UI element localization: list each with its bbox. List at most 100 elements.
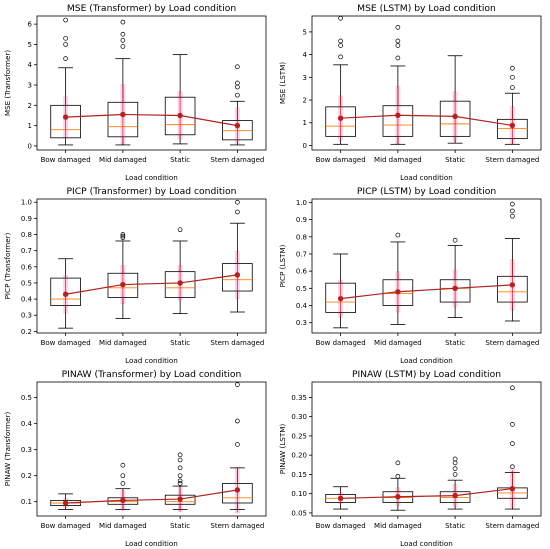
box-group [497, 65, 528, 145]
mean-point [62, 291, 69, 297]
mean-line [340, 488, 513, 499]
x-tick-label: Mid damaged [99, 339, 147, 347]
y-axis-label: PICP (Transformer) [3, 232, 12, 299]
box-group [325, 253, 356, 329]
mean-line [340, 284, 513, 300]
outlier-point [510, 85, 515, 90]
outlier-point [235, 80, 240, 86]
x-tick-label: Bow damaged [41, 522, 91, 530]
outlier-point [510, 385, 515, 391]
outlier-point [452, 466, 458, 471]
chart-title: PICP (Transformer) by Load condition [67, 186, 237, 197]
y-tick-label: 1 [28, 122, 32, 130]
mean-point [395, 494, 401, 500]
plot-frame [311, 198, 542, 334]
outlier-point [120, 44, 126, 49]
outlier-point [338, 38, 343, 44]
outlier-point [395, 43, 401, 48]
outlier-point [338, 54, 343, 60]
x-tick-label: Static [445, 156, 465, 164]
outlier-point [510, 213, 515, 219]
y-tick-label: 0.20 [291, 452, 307, 460]
y-tick-label: 0.35 [291, 394, 307, 402]
y-tick-label: 5 [28, 41, 32, 49]
y-tick-label: 0.4 [21, 420, 33, 428]
box-group [222, 382, 253, 514]
box-group [497, 201, 528, 322]
mean-point [234, 122, 241, 129]
y-tick-label: 1.0 [21, 199, 32, 207]
outlier-point [177, 481, 183, 486]
outlier-point [120, 481, 126, 486]
x-tick-label: Mid damaged [99, 156, 147, 164]
y-tick-label: 0.8 [21, 231, 32, 239]
box-group [325, 15, 356, 145]
y-tick-label: 0.4 [21, 296, 33, 304]
outlier-point [63, 56, 68, 61]
chart-svg-pinaw-transformer: PINAW (Transformer) by Load condition Loa… [3, 369, 267, 548]
outlier-point [120, 473, 126, 479]
mean-point [337, 495, 344, 501]
outlier-point [63, 42, 68, 47]
chart-panel-picp-lstm: PICP (LSTM) by Load condition Load condit… [275, 183, 550, 366]
chart-panel-mse-lstm: MSE (LSTM) by Load condition Load conditi… [275, 0, 550, 183]
outlier-point [510, 208, 515, 214]
outlier-point [120, 232, 126, 237]
chart-panel-pinaw-transformer: PINAW (Transformer) by Load condition Loa… [0, 366, 275, 549]
box-group [382, 25, 414, 145]
y-tick-label: 2 [303, 97, 307, 105]
y-tick-label: 6 [28, 21, 33, 29]
mean-point [337, 115, 344, 121]
chart-svg-pinaw-lstm: PINAW (LSTM) by Load condition Load condi… [278, 369, 542, 548]
y-tick-label: 0.30 [291, 413, 307, 421]
outlier-point [452, 237, 458, 243]
box-group [382, 232, 414, 325]
mean-line [65, 113, 238, 127]
outlier-point [177, 457, 183, 463]
mean-line [65, 274, 238, 295]
mean-point [452, 285, 458, 292]
y-tick-label: 3 [303, 74, 307, 82]
y-tick-label: 0.9 [21, 215, 32, 223]
outlier-point [235, 442, 240, 447]
y-axis-label: PINAW (LSTM) [278, 424, 287, 475]
outlier-point [395, 232, 401, 238]
y-axis-label: MSE (Transformer) [3, 50, 12, 117]
y-tick-label: 4 [303, 51, 308, 59]
x-tick-label: Mid damaged [374, 522, 422, 530]
x-tick-label: Stern damaged [210, 522, 264, 530]
mean-point [337, 295, 344, 302]
y-tick-label: 0.3 [296, 319, 307, 327]
box-group [439, 237, 471, 318]
plot-frame [36, 381, 267, 517]
box-group [50, 17, 81, 146]
box-group [164, 452, 196, 513]
y-tick-label: 0.6 [21, 263, 33, 271]
x-axis-label: Load condition [400, 173, 453, 182]
box-group [164, 54, 196, 145]
outlier-point [235, 92, 240, 98]
chart-svg-mse-transformer: MSE (Transformer) by Load condition Load … [3, 3, 267, 182]
outlier-point [235, 84, 240, 90]
mean-point [177, 112, 183, 119]
y-tick-label: 0.6 [296, 268, 308, 276]
chart-title: PINAW (LSTM) by Load condition [352, 369, 501, 380]
outlier-point [510, 65, 515, 71]
outlier-point [395, 473, 401, 479]
x-tick-label: Mid damaged [374, 156, 422, 164]
y-tick-label: 3 [28, 82, 32, 90]
x-tick-label: Bow damaged [316, 522, 366, 530]
chart-title: PINAW (Transformer) by Load condition [62, 369, 242, 380]
y-tick-label: 0 [303, 142, 307, 150]
outlier-point [120, 462, 126, 468]
mean-point [177, 280, 183, 286]
box-group [439, 55, 471, 144]
chart-title: PICP (LSTM) by Load condition [357, 186, 497, 197]
outlier-point [338, 43, 343, 48]
plot-frame [36, 15, 267, 151]
outlier-point [177, 465, 183, 471]
outlier-point [120, 38, 126, 43]
y-tick-label: 0.2 [21, 472, 32, 480]
mean-point [509, 485, 516, 492]
outlier-point [120, 235, 126, 241]
